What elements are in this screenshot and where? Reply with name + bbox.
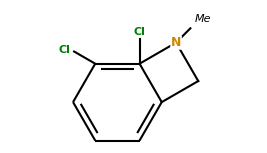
- Text: Cl: Cl: [59, 45, 70, 55]
- Text: Me: Me: [195, 14, 211, 24]
- Text: N: N: [171, 36, 181, 49]
- Text: Cl: Cl: [134, 27, 146, 37]
